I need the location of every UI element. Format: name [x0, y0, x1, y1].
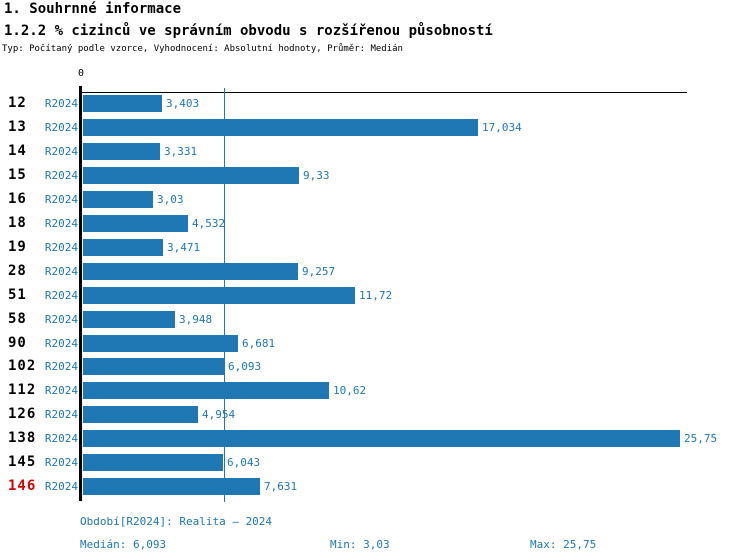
bar-row: 58 R2024 3,948 [0, 311, 750, 328]
bar-row: 14 R2024 3,331 [0, 143, 750, 160]
chart-top-border [81, 92, 687, 93]
bar-value-label: 3,948 [179, 313, 213, 326]
row-period-label: R2024 [44, 337, 78, 350]
footer-min-label: Min: 3,03 [330, 538, 390, 551]
value-bar [83, 406, 198, 423]
row-id-label: 19 [8, 239, 27, 255]
bar-value-label: 9,257 [302, 265, 336, 278]
row-period-label: R2024 [44, 121, 78, 134]
footer-median-label: Medián: 6,093 [80, 538, 167, 551]
bar-value-label: 3,03 [157, 193, 184, 206]
axis-origin-label: 0 [77, 68, 85, 79]
bar-row: 138 R2024 25,75 [0, 430, 750, 447]
bar-value-label: 9,33 [303, 169, 330, 182]
bar-value-label: 4,954 [202, 408, 236, 421]
bar-value-label: 6,093 [228, 360, 262, 373]
bar-value-label: 3,403 [166, 97, 200, 110]
row-period-label: R2024 [44, 360, 78, 373]
row-id-label: 18 [8, 215, 27, 231]
value-bar [83, 335, 238, 352]
footer-max-label: Max: 25,75 [530, 538, 597, 551]
value-bar [83, 382, 329, 399]
row-period-label: R2024 [44, 480, 78, 493]
bar-row: 16 R2024 3,03 [0, 191, 750, 208]
row-id-label: 51 [8, 287, 27, 303]
footer-period-label: Období[R2024]: Realita – 2024 [80, 515, 273, 528]
row-period-label: R2024 [44, 145, 78, 158]
bar-value-label: 4,532 [192, 217, 226, 230]
bar-value-label: 6,681 [242, 337, 276, 350]
row-id-label: 146 [8, 478, 37, 494]
row-id-label: 14 [8, 143, 27, 159]
value-bar [83, 478, 260, 495]
bar-row: 112 R2024 10,62 [0, 382, 750, 399]
row-period-label: R2024 [44, 217, 78, 230]
bar-row: 145 R2024 6,043 [0, 454, 750, 471]
row-id-label: 16 [8, 191, 27, 207]
value-bar [83, 358, 224, 375]
row-id-label: 12 [8, 95, 27, 111]
value-bar [83, 167, 299, 184]
bar-value-label: 25,75 [684, 432, 718, 445]
bar-value-label: 3,331 [164, 145, 198, 158]
row-period-label: R2024 [44, 289, 78, 302]
row-id-label: 112 [8, 382, 37, 398]
value-bar [83, 311, 175, 328]
row-period-label: R2024 [44, 456, 78, 469]
row-period-label: R2024 [44, 265, 78, 278]
bar-row: 12 R2024 3,403 [0, 95, 750, 112]
row-period-label: R2024 [44, 313, 78, 326]
bar-row: 126 R2024 4,954 [0, 406, 750, 423]
row-id-label: 138 [8, 430, 37, 446]
row-id-label: 145 [8, 454, 37, 470]
value-bar [83, 239, 163, 256]
value-bar [83, 191, 153, 208]
bar-row: 19 R2024 3,471 [0, 239, 750, 256]
bar-row: 51 R2024 11,72 [0, 287, 750, 304]
row-id-label: 15 [8, 167, 27, 183]
bar-row: 28 R2024 9,257 [0, 263, 750, 280]
value-bar [83, 119, 478, 136]
row-period-label: R2024 [44, 432, 78, 445]
value-bar [83, 287, 355, 304]
row-id-label: 90 [8, 335, 27, 351]
value-bar [83, 430, 680, 447]
row-id-label: 13 [8, 119, 27, 135]
bar-value-label: 7,631 [264, 480, 298, 493]
bar-row: 15 R2024 9,33 [0, 167, 750, 184]
bar-row: 102 R2024 6,093 [0, 358, 750, 375]
row-period-label: R2024 [44, 241, 78, 254]
value-bar [83, 454, 223, 471]
row-period-label: R2024 [44, 384, 78, 397]
chart-meta-line: Typ: Počítaný podle vzorce, Vyhodnocení:… [2, 44, 403, 54]
row-period-label: R2024 [44, 169, 78, 182]
value-bar [83, 215, 188, 232]
bar-value-label: 10,62 [333, 384, 367, 397]
bar-row: 13 R2024 17,034 [0, 119, 750, 136]
row-id-label: 58 [8, 311, 27, 327]
value-bar [83, 95, 162, 112]
row-id-label: 126 [8, 406, 37, 422]
row-period-label: R2024 [44, 193, 78, 206]
value-bar [83, 263, 298, 280]
row-id-label: 28 [8, 263, 27, 279]
bar-value-label: 11,72 [359, 289, 393, 302]
row-period-label: R2024 [44, 97, 78, 110]
value-bar [83, 143, 160, 160]
bar-row: 146 R2024 7,631 [0, 478, 750, 495]
row-period-label: R2024 [44, 408, 78, 421]
y-axis-line [79, 86, 82, 501]
bar-value-label: 3,471 [167, 241, 201, 254]
bar-value-label: 17,034 [482, 121, 522, 134]
row-id-label: 102 [8, 358, 37, 374]
bar-row: 90 R2024 6,681 [0, 335, 750, 352]
chart-title: 1.2.2 % cizinců ve správním obvodu s roz… [4, 23, 493, 39]
page-title: 1. Souhrnné informace [4, 1, 182, 17]
bar-row: 18 R2024 4,532 [0, 215, 750, 232]
bar-value-label: 6,043 [227, 456, 261, 469]
